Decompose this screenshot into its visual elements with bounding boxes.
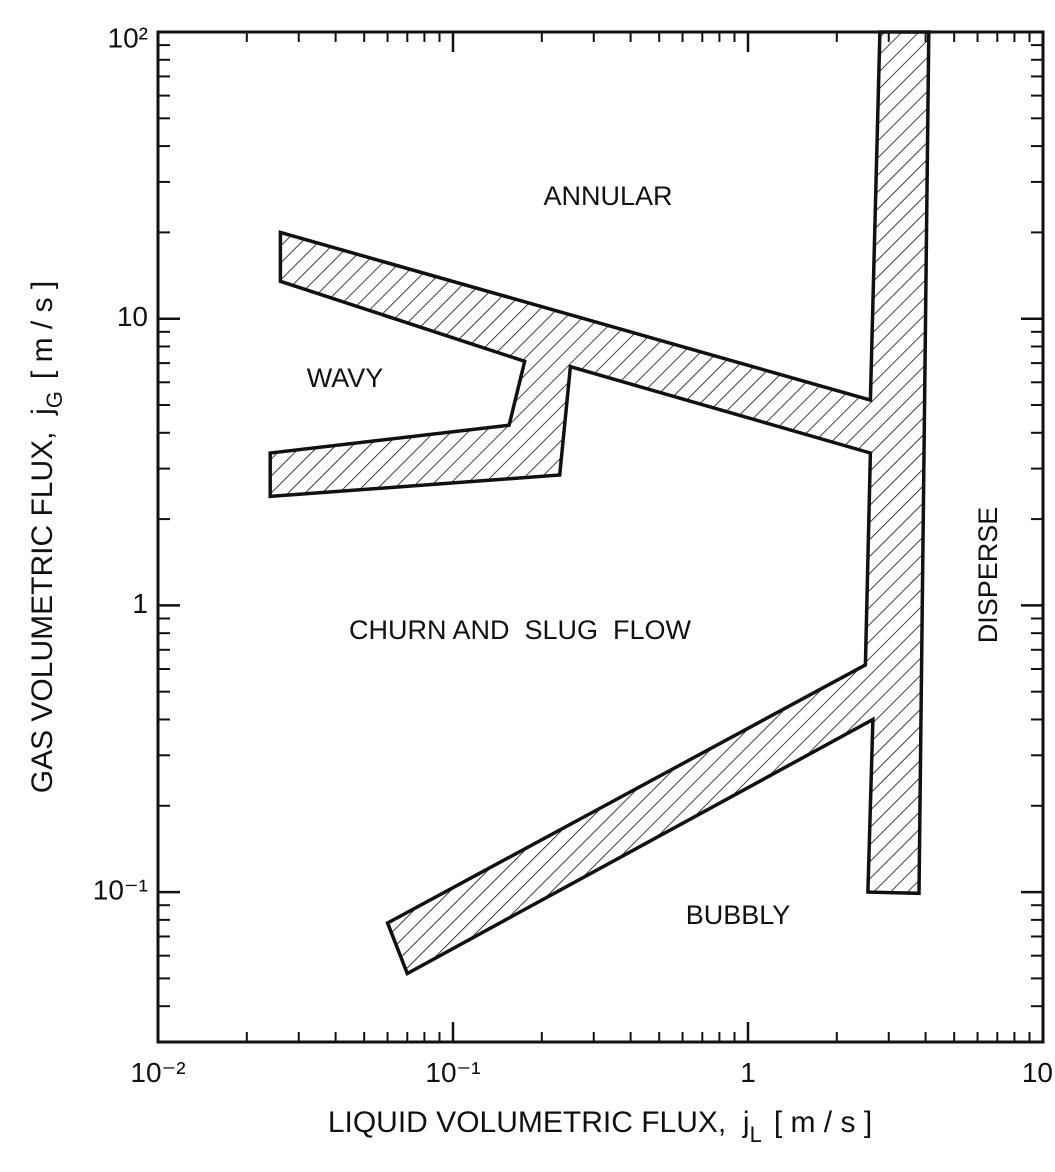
plot-frame [156, 30, 1045, 1044]
annotation: DISPERSE [973, 507, 1003, 644]
x-axis-label-text: LIQUID VOLUMETRIC FLUX, j [328, 1106, 750, 1139]
x-tick-label: 1 [740, 1057, 756, 1088]
y-tick-label: 1 [132, 588, 148, 619]
y-tick-label: 10 [117, 301, 148, 332]
x-axis-label: LIQUID VOLUMETRIC FLUX, jL [ m / s ] [328, 1106, 872, 1147]
x-axis-label-unit: [ m / s ] [774, 1106, 872, 1139]
y-axis-label: GAS VOLUMETRIC FLUX, jG [ m / s ] [26, 281, 67, 794]
y-axis-label-text: GAS VOLUMETRIC FLUX, j [26, 408, 59, 793]
x-tick-label: 10⁻¹ [425, 1057, 480, 1088]
y-tick-label: 10⁻¹ [93, 874, 148, 905]
annotation: WAVY [307, 363, 384, 393]
annotation: CHURN AND SLUG FLOW [349, 615, 692, 645]
y-tick-label: 10² [108, 22, 148, 53]
annotation: BUBBLY [686, 900, 791, 930]
y-axis-label-unit: [ m / s ] [26, 281, 59, 379]
x-tick-label: 10 [1022, 1057, 1053, 1088]
hatched-region [268, 30, 931, 976]
x-axis-label-sub: L [750, 1122, 762, 1147]
annotation: ANNULAR [543, 181, 672, 211]
y-axis-label-sub: G [42, 391, 67, 408]
x-tick-label: 10⁻² [130, 1057, 185, 1088]
